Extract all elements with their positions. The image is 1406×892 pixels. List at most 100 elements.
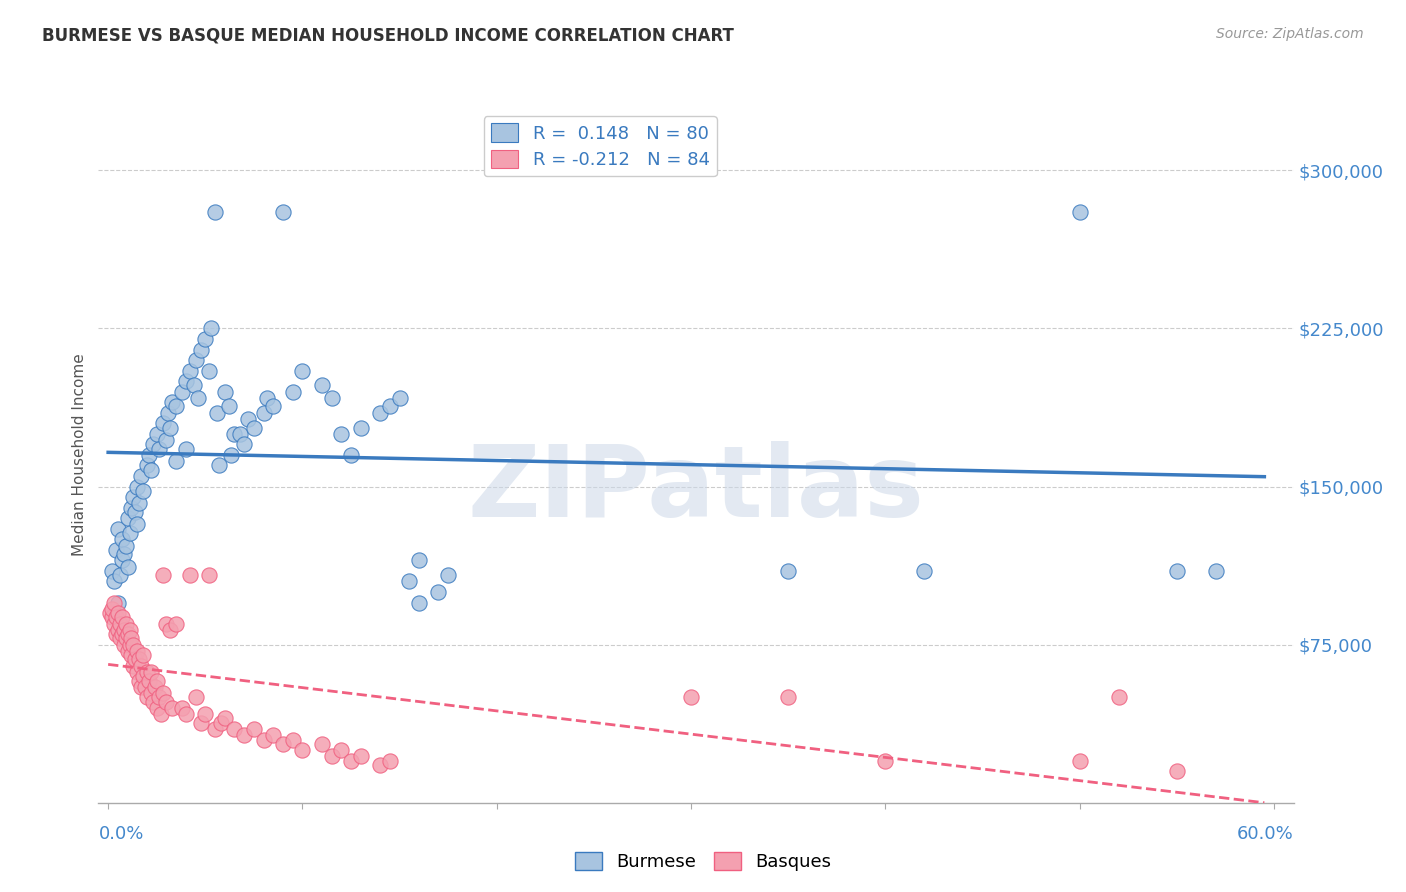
Point <box>233 437 256 451</box>
Point <box>219 448 242 462</box>
Point <box>408 553 430 567</box>
Point <box>340 448 363 462</box>
Point <box>103 616 125 631</box>
Point <box>291 743 314 757</box>
Point <box>128 496 150 510</box>
Point <box>224 722 246 736</box>
Point <box>291 363 314 377</box>
Point <box>205 406 228 420</box>
Point <box>155 433 177 447</box>
Legend: Burmese, Basques: Burmese, Basques <box>567 845 839 879</box>
Point <box>165 454 187 468</box>
Y-axis label: Median Household Income: Median Household Income <box>72 353 87 557</box>
Point <box>398 574 420 589</box>
Point <box>145 701 167 715</box>
Point <box>174 442 197 456</box>
Point <box>142 437 165 451</box>
Point <box>143 680 166 694</box>
Point <box>198 363 221 377</box>
Point <box>162 701 184 715</box>
Point <box>159 623 181 637</box>
Point <box>778 690 800 705</box>
Text: BURMESE VS BASQUE MEDIAN HOUSEHOLD INCOME CORRELATION CHART: BURMESE VS BASQUE MEDIAN HOUSEHOLD INCOM… <box>42 27 734 45</box>
Point <box>114 632 136 646</box>
Point <box>107 606 129 620</box>
Point <box>1108 690 1130 705</box>
Point <box>122 638 145 652</box>
Point <box>155 616 177 631</box>
Point <box>204 722 226 736</box>
Point <box>103 574 125 589</box>
Point <box>118 623 141 637</box>
Point <box>427 585 450 599</box>
Point <box>111 533 134 547</box>
Point <box>114 616 136 631</box>
Point <box>198 568 221 582</box>
Point <box>107 623 129 637</box>
Point <box>142 695 165 709</box>
Point <box>165 400 187 414</box>
Point <box>118 525 141 540</box>
Point <box>128 673 150 688</box>
Point <box>184 690 207 705</box>
Point <box>1166 564 1188 578</box>
Point <box>330 743 353 757</box>
Point <box>112 623 135 637</box>
Point <box>437 568 460 582</box>
Point <box>152 686 174 700</box>
Point <box>127 479 149 493</box>
Point <box>136 690 159 705</box>
Point <box>912 564 935 578</box>
Point <box>108 632 131 646</box>
Point <box>233 728 256 742</box>
Point <box>311 378 333 392</box>
Point <box>101 602 124 616</box>
Point <box>194 332 217 346</box>
Point <box>174 707 197 722</box>
Point <box>281 732 304 747</box>
Point <box>157 406 180 420</box>
Point <box>136 665 159 679</box>
Point <box>388 391 411 405</box>
Point <box>262 728 284 742</box>
Point <box>256 391 278 405</box>
Point <box>139 463 162 477</box>
Point <box>139 686 162 700</box>
Point <box>340 754 363 768</box>
Point <box>129 680 152 694</box>
Point <box>165 616 187 631</box>
Point <box>112 638 135 652</box>
Text: 0.0%: 0.0% <box>98 825 143 843</box>
Point <box>111 553 134 567</box>
Point <box>204 205 226 219</box>
Point <box>120 500 142 515</box>
Point <box>281 384 304 399</box>
Point <box>122 658 145 673</box>
Point <box>124 652 146 666</box>
Point <box>408 595 430 609</box>
Point <box>321 391 343 405</box>
Point <box>152 568 174 582</box>
Legend: R =  0.148   N = 80, R = -0.212   N = 84: R = 0.148 N = 80, R = -0.212 N = 84 <box>484 116 717 177</box>
Point <box>252 732 274 747</box>
Point <box>350 420 373 434</box>
Point <box>98 606 121 620</box>
Point <box>148 442 170 456</box>
Point <box>184 353 207 368</box>
Point <box>875 754 897 768</box>
Point <box>101 610 124 624</box>
Point <box>127 517 149 532</box>
Point <box>159 420 181 434</box>
Point <box>108 568 131 582</box>
Point <box>107 522 129 536</box>
Text: ZIPatlas: ZIPatlas <box>468 442 924 538</box>
Point <box>132 669 155 683</box>
Point <box>681 690 703 705</box>
Point <box>209 715 232 730</box>
Point <box>155 695 177 709</box>
Point <box>152 417 174 431</box>
Point <box>108 616 131 631</box>
Point <box>243 722 266 736</box>
Point <box>107 595 129 609</box>
Point <box>179 363 201 377</box>
